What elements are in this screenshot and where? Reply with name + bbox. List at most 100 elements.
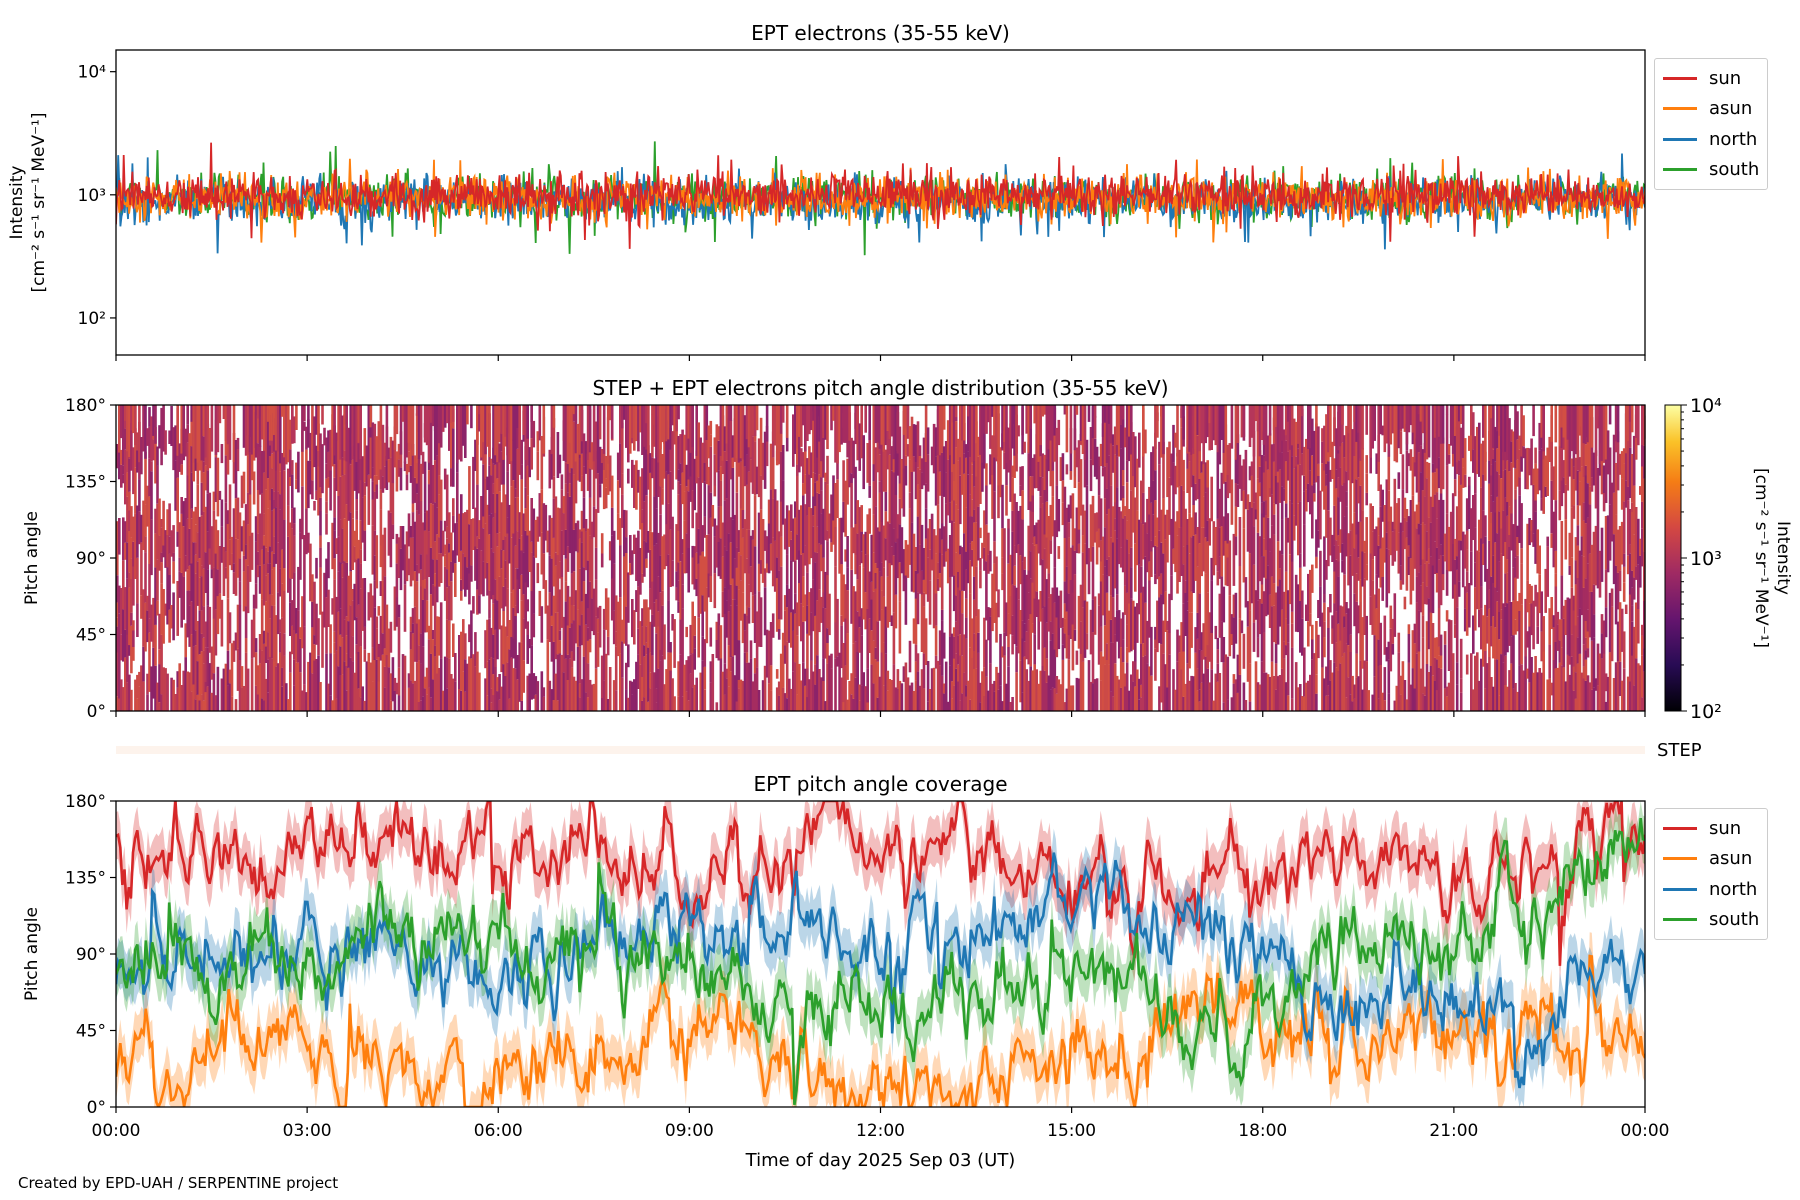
heatmap-cell xyxy=(723,694,727,711)
heatmap-cell xyxy=(120,449,123,465)
heatmap-cell xyxy=(1520,503,1523,549)
heatmap-cell xyxy=(1552,615,1556,628)
heatmap-cell xyxy=(448,658,451,711)
heatmap-cell xyxy=(1421,490,1425,523)
heatmap-cell xyxy=(1502,452,1505,471)
heatmap-cell xyxy=(190,472,193,509)
heatmap-cell xyxy=(180,464,183,475)
heatmap-cell xyxy=(1176,405,1179,457)
heatmap-cell xyxy=(870,630,873,665)
heatmap-cell xyxy=(1359,601,1362,661)
heatmap-cell xyxy=(1128,405,1131,437)
heatmap-cell xyxy=(242,555,246,572)
heatmap-cell xyxy=(484,678,487,711)
heatmap-cell xyxy=(673,405,676,432)
heatmap-cell xyxy=(409,526,413,538)
heatmap-cell xyxy=(136,505,139,558)
heatmap-cell xyxy=(313,635,316,645)
heatmap-cell xyxy=(301,486,304,540)
heatmap-cell xyxy=(373,607,377,660)
heatmap-cell xyxy=(1288,445,1292,501)
heatmap-cell xyxy=(838,518,841,574)
heatmap-cell xyxy=(437,475,441,495)
heatmap-cell xyxy=(510,537,513,593)
heatmap-cell xyxy=(751,595,755,623)
heatmap-cell xyxy=(1590,544,1594,574)
heatmap-cell xyxy=(973,599,976,634)
heatmap-cell xyxy=(1182,564,1185,604)
heatmap-cell xyxy=(598,405,602,440)
heatmap-cell xyxy=(767,630,771,684)
heatmap-cell xyxy=(580,679,584,711)
heatmap-cell xyxy=(687,479,690,492)
heatmap-cell xyxy=(254,583,258,609)
heatmap-cell xyxy=(1290,405,1294,446)
heatmap-cell xyxy=(1361,551,1364,587)
heatmap-cell xyxy=(369,583,373,618)
heatmap-cell xyxy=(930,513,934,560)
heatmap-cell xyxy=(985,524,988,562)
heatmap-cell xyxy=(1057,419,1061,446)
heatmap-cell xyxy=(1532,484,1535,534)
heatmap-cell xyxy=(530,405,533,422)
heatmap-cell xyxy=(116,575,119,603)
heatmap-cell xyxy=(854,677,857,711)
heatmap-cell xyxy=(236,648,240,691)
heatmap-cell xyxy=(1524,448,1527,490)
heatmap-cell xyxy=(262,545,266,565)
heatmap-cell xyxy=(1425,561,1429,587)
heatmap-cell xyxy=(637,586,640,629)
heatmap-cell xyxy=(359,588,362,647)
heatmap-cell xyxy=(1421,559,1425,583)
heatmap-cell xyxy=(854,555,857,575)
heatmap-cell xyxy=(200,651,204,695)
heatmap-cell xyxy=(534,519,538,558)
heatmap-cell xyxy=(1405,450,1409,494)
heatmap-cell xyxy=(936,562,940,579)
heatmap-cell xyxy=(411,503,415,513)
heatmap-cell xyxy=(852,586,855,644)
heatmap-cell xyxy=(1387,405,1391,457)
heatmap-cell xyxy=(548,449,552,489)
heatmap-cell xyxy=(425,510,429,555)
heatmap-cell xyxy=(1130,674,1133,711)
heatmap-cell xyxy=(1506,516,1509,560)
heatmap-cell xyxy=(1409,500,1413,559)
heatmap-cell xyxy=(1379,484,1382,507)
heatmap-cell xyxy=(186,590,189,638)
heatmap-cell xyxy=(717,470,721,507)
heatmap-cell xyxy=(1383,505,1387,563)
heatmap-cell xyxy=(345,666,348,691)
heatmap-cell xyxy=(590,598,594,632)
heatmap-cell xyxy=(1351,675,1354,702)
heatmap-cell xyxy=(1365,473,1368,493)
heatmap-cell xyxy=(407,673,411,688)
heatmap-cell xyxy=(1425,531,1429,562)
heatmap-cell xyxy=(443,566,447,601)
heatmap-cell xyxy=(1029,666,1032,711)
heatmap-cell xyxy=(152,405,155,436)
heatmap-cell xyxy=(961,655,964,694)
heatmap-cell xyxy=(377,681,381,711)
heatmap-cell xyxy=(1192,475,1195,505)
heatmap-cell xyxy=(993,563,996,623)
heatmap-cell xyxy=(1081,535,1085,553)
heatmap-cell xyxy=(653,672,656,711)
heatmap-cell xyxy=(1377,639,1380,666)
heatmap-cell xyxy=(1379,622,1382,665)
heatmap-cell xyxy=(407,513,411,547)
heatmap-cell xyxy=(437,537,441,554)
heatmap-cell xyxy=(206,531,210,570)
heatmap-cell xyxy=(375,484,379,499)
heatmap-cell xyxy=(814,506,817,553)
heatmap-cell xyxy=(790,531,793,540)
heatmap-cell xyxy=(725,498,729,551)
heatmap-cell xyxy=(1407,545,1411,557)
heatmap-cell xyxy=(985,561,988,621)
heatmap-cell xyxy=(1484,451,1487,481)
heatmap-cell xyxy=(136,674,139,699)
heatmap-cell xyxy=(993,457,996,492)
heatmap-cell xyxy=(1570,656,1574,711)
heatmap-cell xyxy=(180,572,183,628)
heatmap-cell xyxy=(1417,534,1421,573)
